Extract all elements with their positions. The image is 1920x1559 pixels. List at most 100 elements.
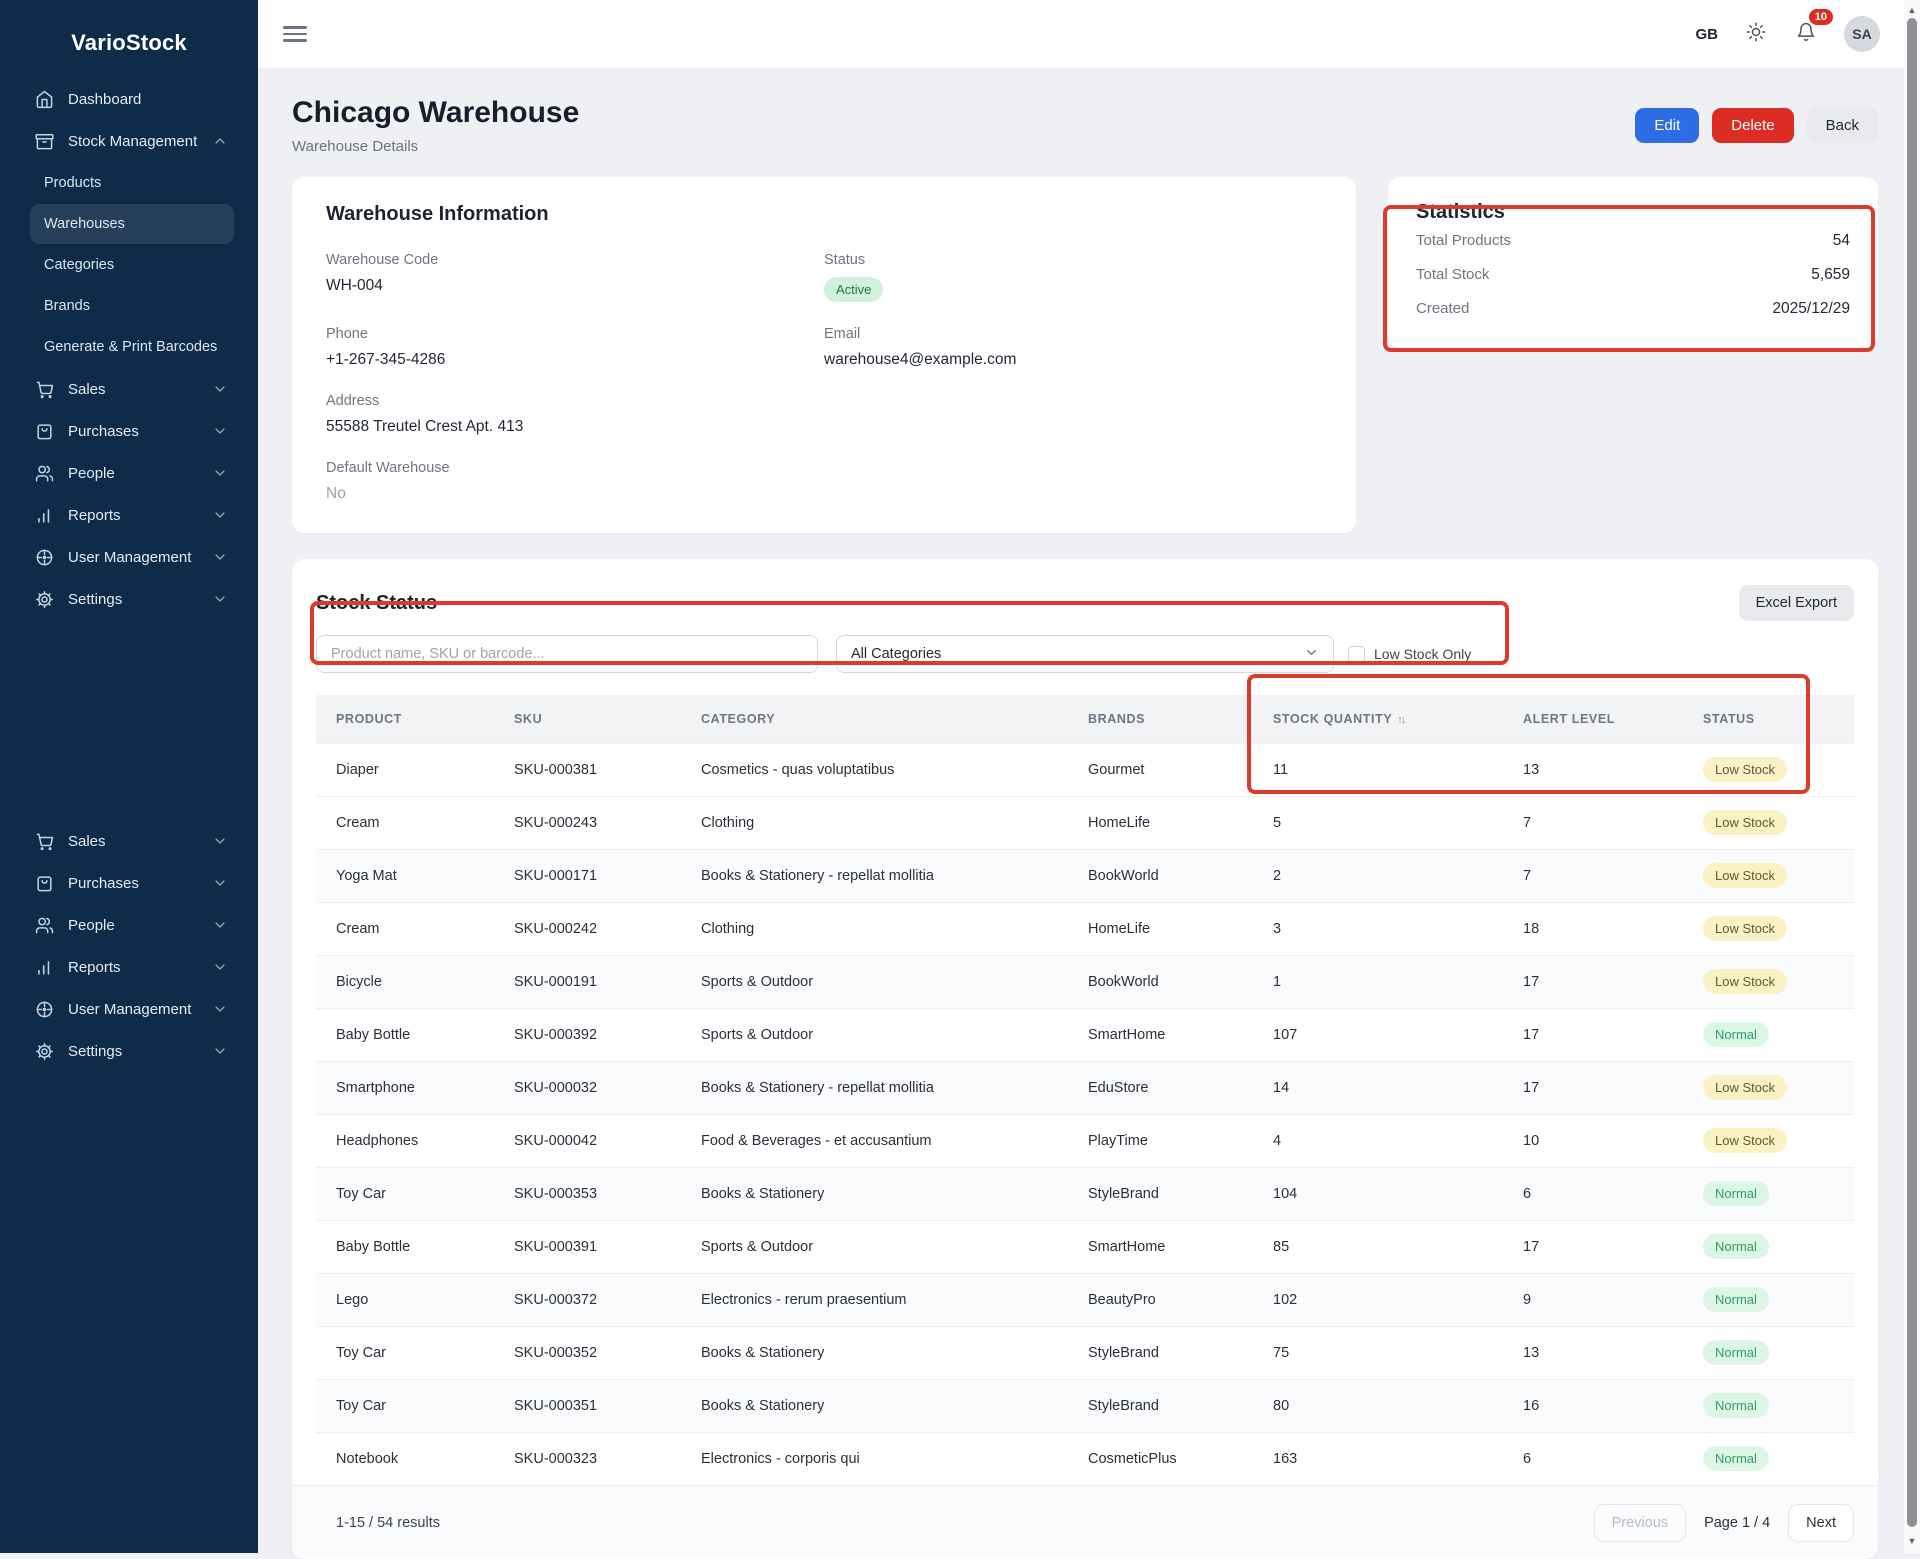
column-header-alert-level[interactable]: Alert Level bbox=[1503, 695, 1683, 743]
column-header-stock-quantity[interactable]: Stock Quantity↑↓ bbox=[1253, 695, 1503, 743]
sidebar-item-categories[interactable]: Categories bbox=[30, 245, 234, 285]
bar-chart-icon bbox=[34, 957, 54, 977]
edit-button[interactable]: Edit bbox=[1635, 108, 1699, 143]
sidebar-item-reports-2[interactable]: Reports bbox=[0, 946, 258, 988]
sidebar-spacer bbox=[0, 620, 258, 820]
page-subtitle: Warehouse Details bbox=[292, 138, 579, 155]
sidebar-item-brands[interactable]: Brands bbox=[30, 286, 234, 326]
status-badge: Normal bbox=[1703, 1022, 1769, 1047]
table-row[interactable]: HeadphonesSKU-000042Food & Beverages - e… bbox=[316, 1114, 1854, 1167]
table-row[interactable]: SmartphoneSKU-000032Books & Stationery -… bbox=[316, 1061, 1854, 1114]
sidebar-item-people[interactable]: People bbox=[0, 452, 258, 494]
status-badge: Low Stock bbox=[1703, 1075, 1787, 1100]
chevron-down-icon bbox=[212, 423, 228, 439]
table-row[interactable]: CreamSKU-000243ClothingHomeLife57Low Sto… bbox=[316, 796, 1854, 849]
column-header-sku[interactable]: SKU bbox=[494, 695, 681, 743]
table-row[interactable]: LegoSKU-000372Electronics - rerum praese… bbox=[316, 1273, 1854, 1326]
status-badge: Low Stock bbox=[1703, 916, 1787, 941]
theme-toggle-button[interactable] bbox=[1744, 22, 1768, 46]
sidebar-item-people-2[interactable]: People bbox=[0, 904, 258, 946]
table-row[interactable]: BicycleSKU-000191Sports & OutdoorBookWor… bbox=[316, 955, 1854, 1008]
sidebar-item-reports[interactable]: Reports bbox=[0, 494, 258, 536]
sidebar: VarioStock Dashboard Stock Management Pr… bbox=[0, 0, 258, 1553]
status-badge: Low Stock bbox=[1703, 1128, 1787, 1153]
sidebar-item-user-management-2[interactable]: User Management bbox=[0, 988, 258, 1030]
status-badge: Normal bbox=[1703, 1234, 1769, 1259]
low-stock-only-toggle[interactable]: Low Stock Only bbox=[1348, 646, 1471, 663]
warehouse-information-title: Warehouse Information bbox=[326, 203, 1322, 226]
sidebar-item-dashboard[interactable]: Dashboard bbox=[0, 78, 258, 120]
table-row[interactable]: Baby BottleSKU-000392Sports & OutdoorSma… bbox=[316, 1008, 1854, 1061]
sidebar-item-sales[interactable]: Sales bbox=[0, 368, 258, 410]
sort-arrows-icon[interactable]: ↑↓ bbox=[1397, 714, 1404, 726]
status-badge: Active bbox=[824, 277, 883, 302]
cart-icon bbox=[34, 831, 54, 851]
delete-button[interactable]: Delete bbox=[1712, 108, 1793, 143]
next-page-button[interactable]: Next bbox=[1788, 1504, 1854, 1542]
sun-icon bbox=[1746, 22, 1766, 47]
bell-icon bbox=[1796, 22, 1816, 47]
chevron-down-icon bbox=[212, 381, 228, 397]
table-row[interactable]: Yoga MatSKU-000171Books & Stationery - r… bbox=[316, 849, 1854, 902]
status-badge: Low Stock bbox=[1703, 969, 1787, 994]
sidebar-item-settings[interactable]: Settings bbox=[0, 578, 258, 620]
column-header-category[interactable]: Category bbox=[681, 695, 1068, 743]
column-header-product[interactable]: Product bbox=[316, 695, 494, 743]
field-default-warehouse: Default Warehouse No bbox=[326, 460, 824, 503]
gear-icon bbox=[34, 589, 54, 609]
low-stock-checkbox[interactable] bbox=[1348, 646, 1365, 663]
column-header-brands[interactable]: Brands bbox=[1068, 695, 1253, 743]
home-icon bbox=[34, 89, 54, 109]
chevron-down-icon bbox=[212, 917, 228, 933]
sidebar-item-stock-management[interactable]: Stock Management bbox=[0, 120, 258, 162]
category-select[interactable]: All Categories bbox=[836, 635, 1334, 673]
table-row[interactable]: DiaperSKU-000381Cosmetics - quas volupta… bbox=[316, 743, 1854, 796]
chevron-down-icon bbox=[212, 507, 228, 523]
excel-export-button[interactable]: Excel Export bbox=[1739, 585, 1854, 621]
scroll-up-arrow-icon[interactable]: ▲ bbox=[1904, 2, 1920, 18]
sidebar-item-products[interactable]: Products bbox=[30, 163, 234, 203]
status-badge: Low Stock bbox=[1703, 810, 1787, 835]
chevron-down-icon bbox=[212, 875, 228, 891]
sidebar-item-user-management[interactable]: User Management bbox=[0, 536, 258, 578]
sidebar-item-purchases[interactable]: Purchases bbox=[0, 410, 258, 452]
sidebar-item-warehouses[interactable]: Warehouses bbox=[30, 204, 234, 244]
scrollbar-thumb[interactable] bbox=[1907, 18, 1917, 1527]
warehouse-information-card: Warehouse Information Warehouse Code WH-… bbox=[292, 177, 1356, 533]
table-row[interactable]: CreamSKU-000242ClothingHomeLife318Low St… bbox=[316, 902, 1854, 955]
crosshair-icon bbox=[34, 547, 54, 567]
sidebar-item-sales-2[interactable]: Sales bbox=[0, 820, 258, 862]
status-badge: Normal bbox=[1703, 1446, 1769, 1471]
locale-selector[interactable]: GB bbox=[1696, 26, 1719, 43]
scrollbar[interactable]: ▲ ▼ bbox=[1904, 0, 1920, 1553]
table-row[interactable]: NotebookSKU-000323Electronics - corporis… bbox=[316, 1432, 1854, 1485]
chevron-down-icon bbox=[212, 959, 228, 975]
users-icon bbox=[34, 915, 54, 935]
hamburger-menu-icon[interactable] bbox=[283, 26, 307, 42]
status-badge: Low Stock bbox=[1703, 757, 1787, 782]
sidebar-item-generate-print-barcodes[interactable]: Generate & Print Barcodes bbox=[30, 327, 234, 367]
table-row[interactable]: Toy CarSKU-000352Books & StationeryStyle… bbox=[316, 1326, 1854, 1379]
notifications-button[interactable]: 10 bbox=[1794, 22, 1818, 46]
previous-page-button[interactable]: Previous bbox=[1594, 1504, 1686, 1542]
back-button[interactable]: Back bbox=[1807, 108, 1878, 143]
table-row[interactable]: Baby BottleSKU-000391Sports & OutdoorSma… bbox=[316, 1220, 1854, 1273]
crosshair-icon bbox=[34, 999, 54, 1019]
chevron-up-icon bbox=[212, 133, 228, 149]
chevron-down-icon bbox=[212, 1043, 228, 1059]
field-status: Status Active bbox=[824, 252, 1322, 302]
table-row[interactable]: Toy CarSKU-000353Books & StationeryStyle… bbox=[316, 1167, 1854, 1220]
column-header-status[interactable]: Status bbox=[1683, 695, 1854, 743]
scroll-down-arrow-icon[interactable]: ▼ bbox=[1904, 1533, 1920, 1549]
topbar: GB 10 SA bbox=[258, 0, 1904, 68]
statistics-title: Statistics bbox=[1416, 201, 1850, 224]
sidebar-item-settings-2[interactable]: Settings bbox=[0, 1030, 258, 1072]
sidebar-item-purchases-2[interactable]: Purchases bbox=[0, 862, 258, 904]
search-input[interactable] bbox=[316, 635, 818, 673]
chevron-down-icon bbox=[1304, 645, 1319, 664]
field-phone: Phone +1-267-345-4286 bbox=[326, 326, 824, 369]
field-address: Address 55588 Treutel Crest Apt. 413 bbox=[326, 393, 824, 436]
table-row[interactable]: Toy CarSKU-000351Books & StationeryStyle… bbox=[316, 1379, 1854, 1432]
cart-icon bbox=[34, 379, 54, 399]
avatar[interactable]: SA bbox=[1844, 16, 1880, 52]
